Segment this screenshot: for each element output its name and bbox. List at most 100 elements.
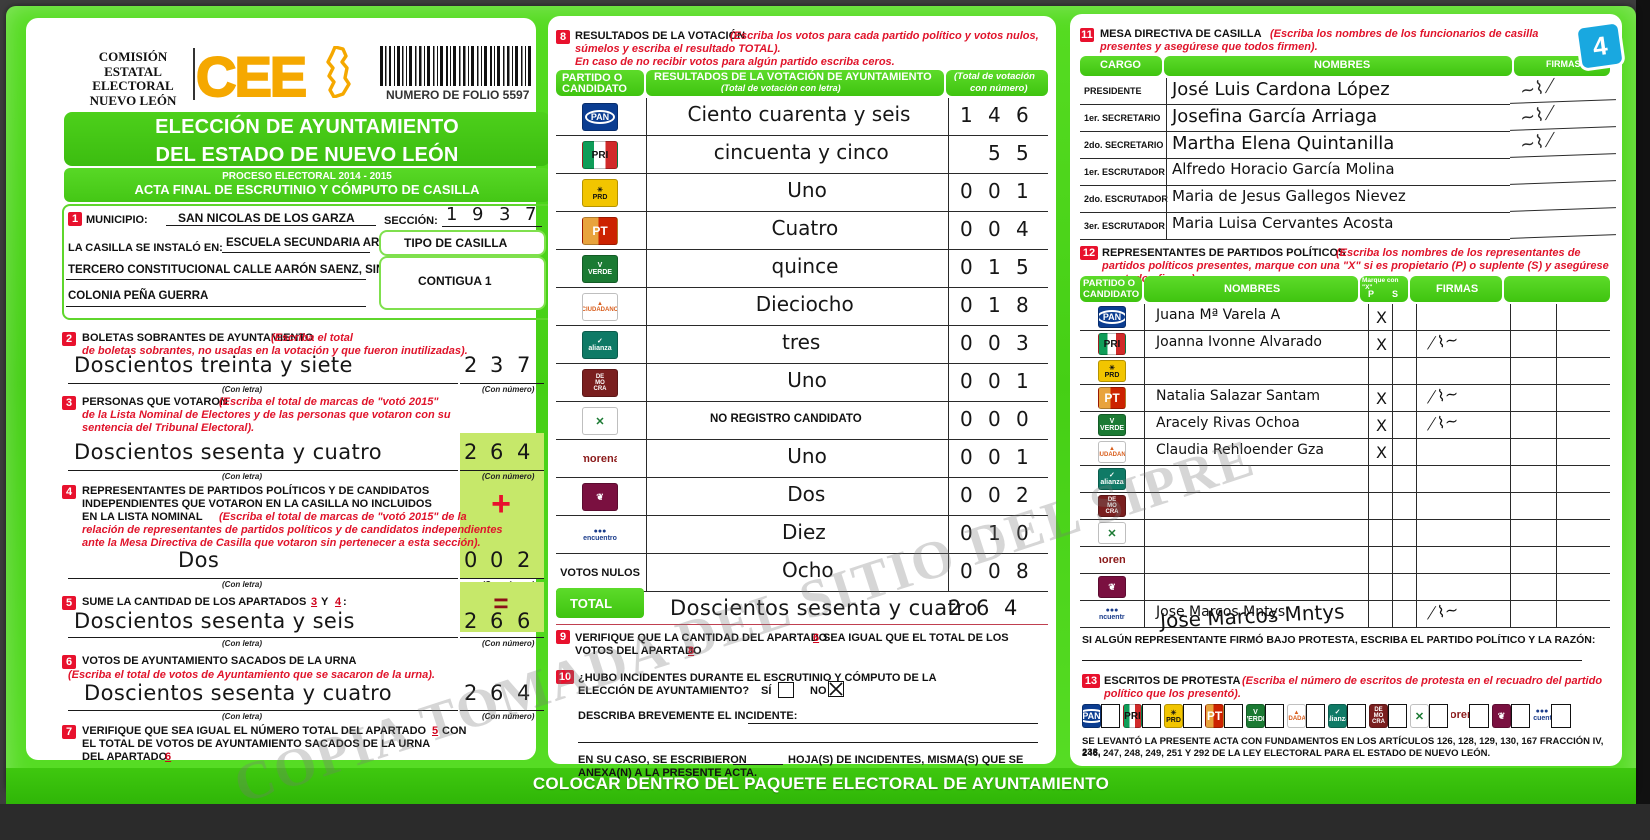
col-divider xyxy=(1510,520,1511,547)
protest-count-input[interactable] xyxy=(1429,704,1448,728)
funcionario-nombre: Maria de Jesus Gallegos Nievez xyxy=(1172,187,1406,205)
si-checkbox[interactable] xyxy=(778,682,794,698)
section-6-con-numero: (Con número) xyxy=(482,712,535,721)
vote-letters: Ciento cuarenta y seis xyxy=(687,102,911,126)
protest-box-humanista[interactable]: ❦ xyxy=(1492,704,1530,728)
row-divider xyxy=(1080,600,1610,601)
section-2-instruction-l1: (Escriba el total xyxy=(271,332,353,344)
vote-digit: 0 xyxy=(960,483,973,507)
section-7-ref-5: 5 xyxy=(432,725,439,737)
party-cell: ✕ xyxy=(556,402,644,440)
representante-nombre: Natalia Salazar Santam xyxy=(1156,388,1321,404)
protest-count-input[interactable] xyxy=(1551,704,1571,728)
section-12-title: REPRESENTANTES DE PARTIDOS POLÍTICOS xyxy=(1102,247,1346,259)
protest-box-morena[interactable]: morena xyxy=(1451,704,1489,728)
vote-letters-cell: Uno xyxy=(654,440,952,478)
col-divider xyxy=(646,288,647,326)
vote-digit: 4 xyxy=(988,103,1001,127)
col-divider xyxy=(1416,493,1417,520)
section-6-title: VOTOS DE AYUNTAMIENTO SACADOS DE LA URNA xyxy=(82,655,357,667)
section-8-title: RESULTADOS DE LA VOTACIÓN xyxy=(575,30,746,42)
protest-box-alianza[interactable]: ✓alianza xyxy=(1328,704,1366,728)
col-divider xyxy=(948,326,949,364)
propietario-mark[interactable]: X xyxy=(1376,389,1387,408)
protest-box-pri[interactable]: PRI xyxy=(1123,704,1161,728)
protest-box-pt[interactable]: PT xyxy=(1205,704,1243,728)
section-4-digit-3: 2 xyxy=(517,548,531,572)
header-divider xyxy=(193,48,195,100)
cargo-label: 1er. SECRETARIO xyxy=(1084,113,1161,123)
col-divider xyxy=(1368,547,1369,574)
dark-right-edge xyxy=(1636,0,1650,840)
protest-count-input[interactable] xyxy=(1224,704,1243,728)
section-3-digit-1: 2 xyxy=(464,440,478,464)
col-total-l1: (Total de votación xyxy=(954,71,1035,82)
protest-box-mc[interactable]: ▲CIUDADANO xyxy=(1287,704,1325,728)
representante-row: DE MO CRA xyxy=(1080,493,1610,520)
col12-s: S xyxy=(1392,289,1399,299)
row-divider xyxy=(1080,158,1510,159)
plus-operator: + xyxy=(491,485,511,523)
vote-letters-cell: Ocho xyxy=(654,554,952,592)
col-firmas: FIRMAS xyxy=(1546,59,1581,69)
vote-digit: 0 xyxy=(988,445,1001,469)
row-divider xyxy=(556,211,1048,212)
col-divider xyxy=(1368,574,1369,601)
party-cell: ☀ PRD xyxy=(556,174,644,212)
mesa-row: PRESIDENTE José Luis Cardona López ~⌇⟋ xyxy=(1080,75,1616,105)
col-divider xyxy=(1166,213,1167,240)
protest-count-input[interactable] xyxy=(1183,704,1202,728)
col-divider xyxy=(1392,331,1393,358)
footer-text: COLOCAR DENTRO DEL PAQUETE ELECTORAL DE … xyxy=(532,774,1110,793)
col-divider xyxy=(1368,466,1369,493)
protest-box-encuentro[interactable]: ●●●encuentro xyxy=(1533,704,1571,728)
protest-box-local[interactable]: ✕ xyxy=(1410,704,1448,728)
protest-count-input[interactable] xyxy=(1347,704,1366,728)
section-12-col-nombres-header: NOMBRES xyxy=(1144,276,1358,302)
col-divider xyxy=(1416,520,1417,547)
si-label: SÍ xyxy=(761,685,772,697)
protest-count-input[interactable] xyxy=(1101,704,1120,728)
propietario-mark[interactable]: X xyxy=(1376,308,1387,327)
section-11-col-nombres-header: NOMBRES xyxy=(1164,56,1512,76)
no-checkbox[interactable] xyxy=(828,681,844,697)
cargo-label: PRESIDENTE xyxy=(1084,86,1142,96)
protest-count-input[interactable] xyxy=(1469,704,1489,728)
col-divider xyxy=(1144,439,1145,466)
protest-box-pan[interactable]: PAN xyxy=(1082,704,1120,728)
legal-line-2: 246, 247, 248, 249, 251 Y 292 DE LA LEY … xyxy=(1082,748,1491,759)
section-2-instruction-l2: de boletas sobrantes, no usadas en la vo… xyxy=(82,345,468,357)
section-6-instruction: (Escriba el total de votos de Ayuntamien… xyxy=(68,669,435,681)
vote-row: PT Cuatro 0 0 4 xyxy=(556,212,1048,250)
protest-count-input[interactable] xyxy=(1142,704,1161,728)
protest-count-input[interactable] xyxy=(1265,704,1284,728)
col-results-l1: RESULTADOS DE LA VOTACIÓN DE AYUNTAMIENT… xyxy=(654,71,932,83)
vote-letters: Uno xyxy=(787,444,827,468)
protest-note: SI ALGÚN REPRESENTANTE FIRMÓ BAJO PROTES… xyxy=(1082,634,1596,646)
propietario-mark[interactable]: X xyxy=(1376,416,1387,435)
propietario-mark[interactable]: X xyxy=(1376,335,1387,354)
signature-mark: ~⌇⟋ xyxy=(1518,128,1559,157)
protest-count-input[interactable] xyxy=(1511,704,1530,728)
propietario-mark[interactable]: X xyxy=(1376,443,1387,462)
protest-box-prd[interactable]: ☀ PRD xyxy=(1164,704,1202,728)
party-logo-pri: PRI xyxy=(582,141,618,169)
protest-count-input[interactable] xyxy=(1306,704,1325,728)
section-4-instruction-l1: (Escriba el total de marcas de "votó 201… xyxy=(219,511,467,523)
col-divider xyxy=(948,174,949,212)
party-logo-demo: DE MO CRA xyxy=(1098,495,1126,517)
section-3-instruction-l3: sentencia del Tribunal Electoral). xyxy=(82,422,255,434)
party-cell: V VERDE xyxy=(556,250,644,288)
cee-logo-text: CEE xyxy=(195,44,308,109)
vote-letters: NO REGISTRO CANDIDATO xyxy=(710,413,862,425)
party-cell: ☀ PRD xyxy=(1084,360,1140,382)
row-divider xyxy=(556,249,1048,250)
protest-box-demo[interactable]: DE MO CRA xyxy=(1369,704,1407,728)
protest-count-input[interactable] xyxy=(1388,704,1407,728)
vote-digit: 0 xyxy=(1016,407,1029,431)
representante-row: ☀ PRD xyxy=(1080,358,1610,385)
